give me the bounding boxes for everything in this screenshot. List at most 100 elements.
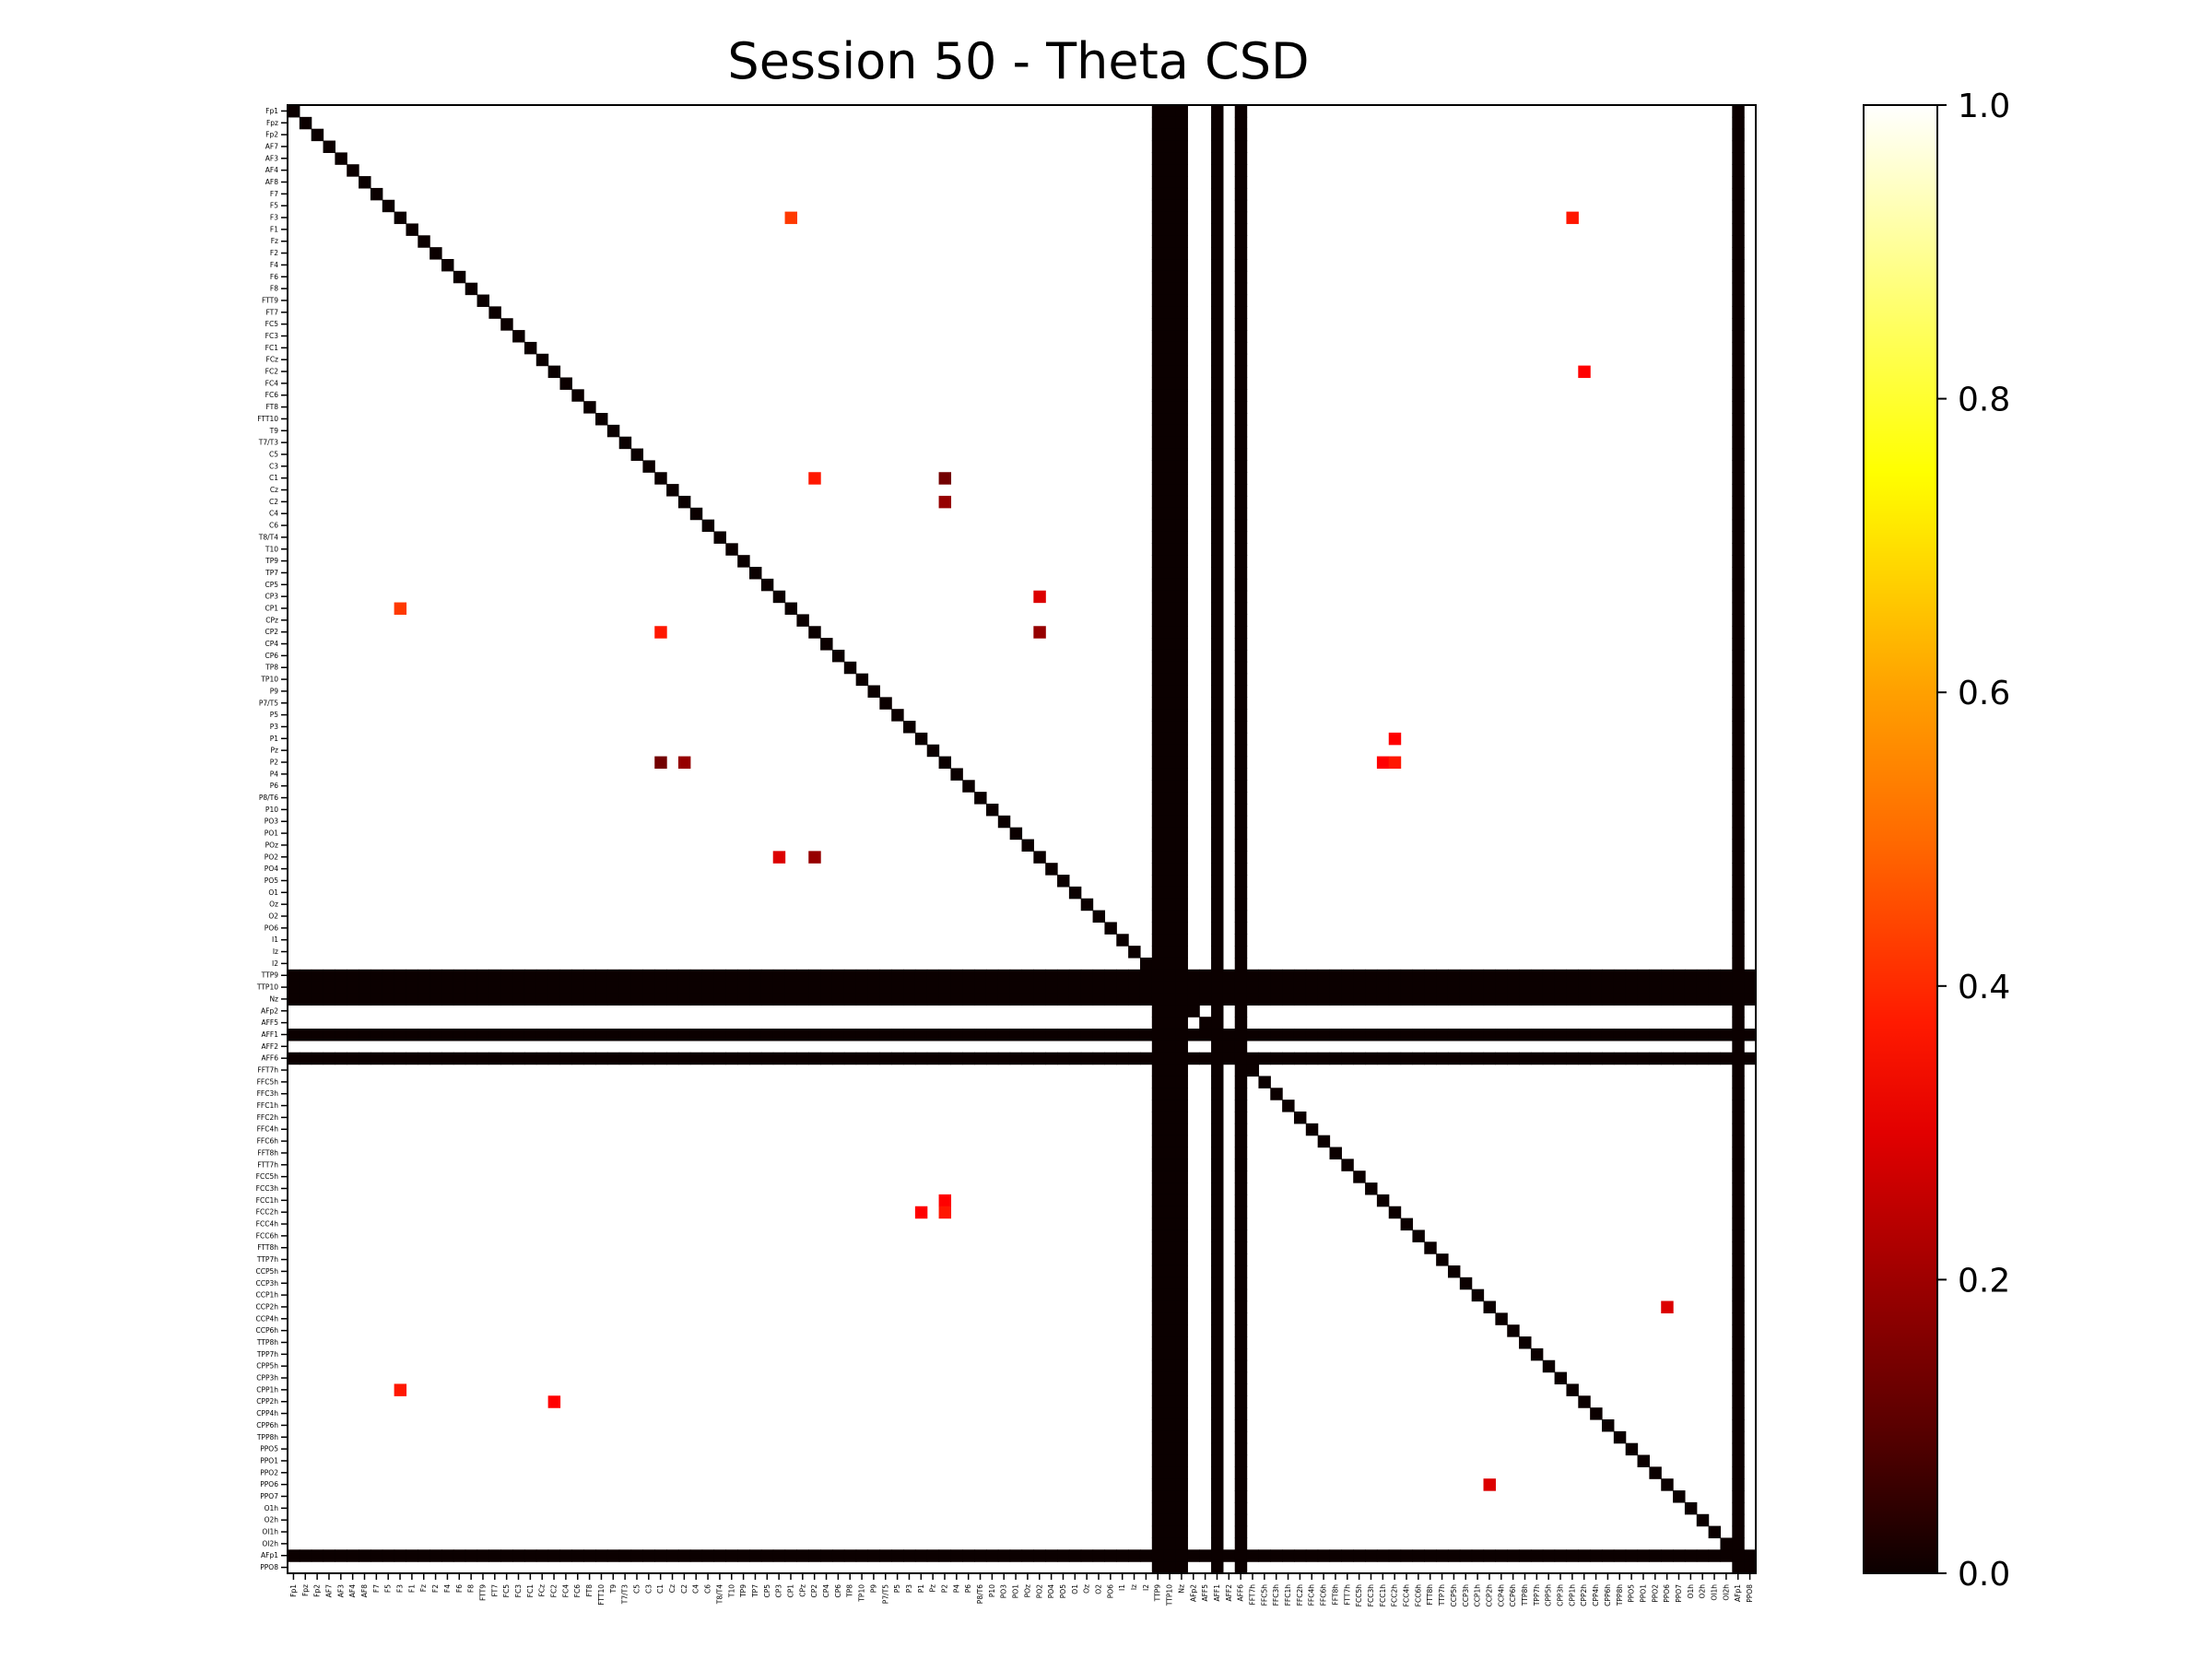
heatmap-cell bbox=[879, 993, 892, 1006]
heatmap-cell bbox=[938, 756, 952, 770]
heatmap-cell bbox=[1566, 993, 1579, 1006]
heatmap-cell bbox=[642, 981, 655, 994]
x-tick-label: P5 bbox=[893, 1584, 901, 1594]
heatmap-cell bbox=[1436, 981, 1449, 994]
y-tick-label: POz bbox=[265, 841, 278, 849]
heatmap-cell bbox=[571, 1549, 584, 1562]
heatmap-cell bbox=[1151, 839, 1165, 852]
y-tick-label: F5 bbox=[270, 202, 278, 210]
heatmap-cell bbox=[1139, 957, 1153, 971]
heatmap-cell bbox=[1400, 969, 1414, 982]
heatmap-cell bbox=[1376, 969, 1390, 982]
heatmap-cell bbox=[406, 981, 418, 994]
heatmap-cell bbox=[1649, 1029, 1662, 1041]
heatmap-cell bbox=[1258, 1029, 1271, 1041]
heatmap-cell bbox=[1151, 116, 1165, 130]
y-tick-label: AFF5 bbox=[261, 1018, 278, 1027]
heatmap-cell bbox=[1483, 981, 1496, 994]
heatmap-cell bbox=[1554, 993, 1568, 1006]
heatmap-cell bbox=[1732, 519, 1745, 533]
heatmap-cell bbox=[1732, 152, 1745, 165]
heatmap-cell bbox=[1601, 1052, 1615, 1065]
heatmap-cell bbox=[1211, 1194, 1224, 1207]
y-tick-label: P3 bbox=[270, 723, 279, 731]
heatmap-cell bbox=[1151, 1029, 1165, 1041]
heatmap-cell bbox=[666, 1029, 679, 1041]
y-tick-label: CCP6h bbox=[255, 1326, 278, 1335]
heatmap-cell bbox=[630, 448, 644, 462]
heatmap-cell bbox=[1234, 1277, 1248, 1290]
heatmap-cell bbox=[1530, 981, 1544, 994]
heatmap-cell bbox=[1447, 1265, 1461, 1278]
heatmap-cell bbox=[1578, 1395, 1591, 1408]
heatmap-cell bbox=[1151, 1501, 1165, 1515]
heatmap-cell bbox=[1590, 993, 1603, 1006]
heatmap-cell bbox=[547, 1029, 561, 1041]
heatmap-cell bbox=[1151, 495, 1165, 509]
heatmap-cell bbox=[1163, 495, 1177, 509]
heatmap-cell bbox=[962, 1029, 975, 1041]
heatmap-cell bbox=[914, 1206, 928, 1219]
heatmap-cell bbox=[1116, 993, 1129, 1006]
heatmap-cell bbox=[1080, 1052, 1094, 1065]
heatmap-cell bbox=[1175, 401, 1188, 414]
heatmap-cell bbox=[760, 1029, 774, 1041]
heatmap-cell bbox=[1163, 1064, 1177, 1077]
heatmap-cell bbox=[1566, 969, 1579, 982]
heatmap-cell bbox=[370, 187, 383, 201]
heatmap-cell bbox=[903, 993, 916, 1006]
heatmap-cell bbox=[1673, 981, 1686, 994]
heatmap-cell bbox=[1507, 1052, 1520, 1065]
heatmap-cell bbox=[1163, 1241, 1177, 1254]
heatmap-cell bbox=[677, 981, 691, 994]
heatmap-cell bbox=[1471, 969, 1485, 982]
x-tick-label: PO4 bbox=[1047, 1584, 1055, 1598]
heatmap-cell bbox=[1068, 1052, 1082, 1065]
heatmap-cell bbox=[1234, 1442, 1248, 1456]
heatmap-cell bbox=[1116, 1029, 1129, 1041]
heatmap-cell bbox=[394, 1029, 407, 1041]
heatmap-cell bbox=[760, 578, 774, 592]
x-tick-label: PO3 bbox=[1000, 1584, 1008, 1598]
heatmap-cell bbox=[1175, 1241, 1188, 1254]
heatmap-cell bbox=[689, 981, 703, 994]
heatmap-cell bbox=[1151, 898, 1165, 912]
heatmap-cell bbox=[1732, 1442, 1745, 1456]
heatmap-cell bbox=[1246, 981, 1260, 994]
heatmap-cell bbox=[1459, 1052, 1473, 1065]
heatmap-cell bbox=[1175, 1336, 1188, 1349]
x-tick-label: CCP4h bbox=[1497, 1584, 1505, 1607]
heatmap-cell bbox=[1732, 543, 1745, 556]
x-tick-label: Fz bbox=[419, 1584, 428, 1592]
heatmap-cell bbox=[1234, 898, 1248, 912]
heatmap-cell bbox=[820, 638, 833, 651]
heatmap-cell bbox=[1163, 626, 1177, 639]
heatmap-cell bbox=[1234, 1052, 1248, 1065]
heatmap-cell bbox=[737, 1052, 750, 1065]
heatmap-cell bbox=[1637, 1454, 1650, 1467]
heatmap-cell bbox=[1732, 187, 1745, 201]
heatmap-cell bbox=[1329, 969, 1342, 982]
heatmap-cell bbox=[1211, 1277, 1224, 1290]
y-tick-label: F7 bbox=[270, 190, 278, 198]
heatmap-cell bbox=[1151, 697, 1165, 710]
heatmap-cell bbox=[1234, 827, 1248, 841]
y-tick-label: TP8 bbox=[265, 664, 278, 672]
heatmap-cell bbox=[1649, 969, 1662, 982]
y-tick-label: PPO2 bbox=[260, 1468, 278, 1477]
x-tick-label: Fp2 bbox=[313, 1584, 322, 1597]
heatmap-cell bbox=[1234, 1218, 1248, 1231]
heatmap-cell bbox=[1163, 1029, 1177, 1041]
heatmap-cell bbox=[1732, 389, 1745, 402]
heatmap-cell bbox=[453, 1052, 466, 1065]
heatmap-cell bbox=[1732, 294, 1745, 307]
heatmap-cell bbox=[903, 721, 916, 734]
heatmap-cell bbox=[299, 116, 312, 130]
heatmap-cell bbox=[725, 1052, 738, 1065]
heatmap-cell bbox=[1744, 1549, 1757, 1562]
x-tick-label: CP5 bbox=[763, 1584, 771, 1598]
heatmap-cell bbox=[784, 981, 798, 994]
heatmap-cell bbox=[1163, 567, 1177, 580]
heatmap-cell bbox=[1732, 981, 1745, 994]
y-tick-label: AFF2 bbox=[261, 1042, 278, 1051]
